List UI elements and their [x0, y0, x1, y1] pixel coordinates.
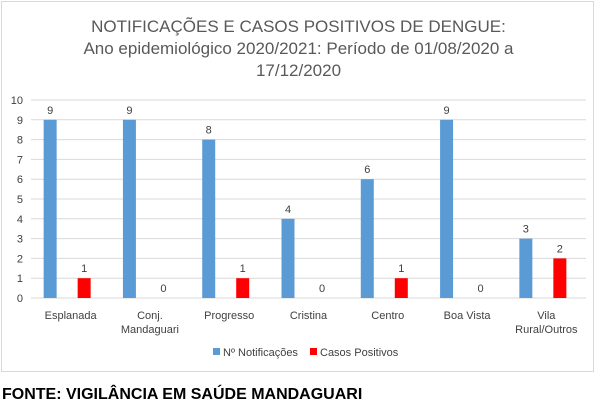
bar-notificacoes: [281, 218, 295, 298]
data-label: 2: [557, 243, 563, 255]
data-label: 9: [444, 105, 450, 117]
data-label: 0: [478, 283, 484, 295]
data-label: 8: [206, 125, 212, 137]
data-label: 9: [47, 105, 53, 117]
y-tick-label: 4: [17, 214, 23, 226]
chart-title-line-1: NOTIFICAÇÕES E CASOS POSITIVOS DE DENGUE…: [91, 17, 506, 36]
y-tick-label: 8: [17, 135, 23, 147]
data-label: 9: [126, 105, 132, 117]
bar-notificacoes: [360, 179, 374, 298]
legend-swatch-positivos: [310, 348, 317, 355]
x-category-label: Cristina: [290, 310, 328, 322]
y-tick-label: 5: [17, 194, 23, 206]
bar-chart: 01234567891091Esplanada90Conj.Mandaguari…: [11, 95, 586, 359]
bar-notificacoes: [202, 139, 216, 298]
bar-positivos: [553, 258, 567, 298]
y-tick-label: 3: [17, 234, 23, 246]
chart-frame: NOTIFICAÇÕES E CASOS POSITIVOS DE DENGUE…: [1, 1, 594, 372]
x-category-label: Esplanada: [45, 310, 98, 322]
chart-title-line-3: 17/12/2020: [255, 61, 342, 80]
y-tick-label: 1: [17, 273, 23, 285]
data-label: 3: [523, 224, 529, 236]
x-category-label: Conj.: [137, 310, 163, 322]
x-category-label: Vila: [537, 310, 556, 322]
bar-notificacoes: [43, 119, 57, 298]
data-label: 6: [364, 164, 370, 176]
y-tick-label: 0: [17, 293, 23, 305]
bar-positivos: [236, 278, 250, 298]
bar-positivos: [77, 278, 91, 298]
chart-title: NOTIFICAÇÕES E CASOS POSITIVOS DE DENGUE…: [2, 16, 595, 82]
legend-label: Casos Positivos: [320, 347, 399, 359]
x-category-label: Boa Vista: [444, 310, 492, 322]
x-category-label: Centro: [371, 310, 404, 322]
bar-notificacoes: [440, 119, 454, 298]
data-label: 4: [285, 204, 291, 216]
y-tick-label: 7: [17, 154, 23, 166]
x-category-label: Mandaguari: [121, 324, 179, 336]
y-tick-label: 6: [17, 174, 23, 186]
y-tick-label: 9: [17, 115, 23, 127]
x-category-label: Progresso: [204, 310, 254, 322]
data-label: 0: [319, 283, 325, 295]
bar-positivos: [394, 278, 408, 298]
data-label: 1: [398, 263, 404, 275]
chart-title-line-2: Ano epidemiológico 2020/2021: Período de…: [83, 39, 514, 58]
bar-notificacoes: [122, 119, 136, 298]
source-caption: FONTE: VIGILÂNCIA EM SAÚDE MANDAGUARI: [2, 386, 363, 403]
x-category-label: Rural/Outros: [515, 324, 578, 336]
y-tick-label: 2: [17, 253, 23, 265]
y-tick-label: 10: [11, 95, 23, 107]
data-label: 1: [240, 263, 246, 275]
bar-notificacoes: [519, 238, 533, 298]
legend-label: Nº Notificações: [223, 347, 298, 359]
data-label: 1: [81, 263, 87, 275]
legend-swatch-notificacoes: [213, 348, 220, 355]
data-label: 0: [160, 283, 166, 295]
